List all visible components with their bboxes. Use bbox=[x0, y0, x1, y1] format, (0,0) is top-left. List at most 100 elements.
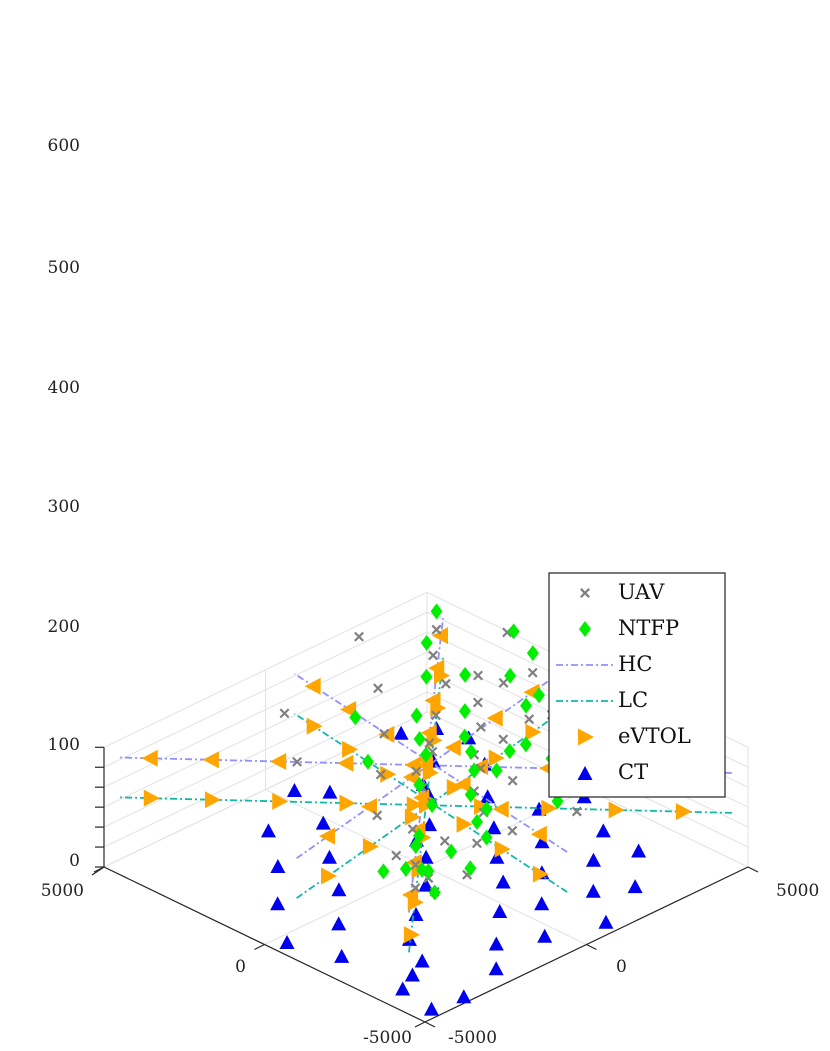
y-tick-label: 5000 bbox=[776, 881, 819, 901]
evtol-point bbox=[204, 791, 221, 809]
legend-label-lc: LC bbox=[618, 688, 648, 712]
evtol-point bbox=[608, 801, 625, 819]
data-series bbox=[120, 603, 732, 1016]
uav-point bbox=[428, 650, 439, 661]
evtol-point bbox=[454, 775, 471, 793]
legend-symbol-evtol bbox=[578, 728, 594, 746]
ct-point bbox=[279, 934, 295, 949]
marker-stroke bbox=[471, 838, 482, 849]
uav-point bbox=[424, 738, 435, 749]
ct-point bbox=[331, 882, 347, 897]
marker-stroke bbox=[372, 810, 383, 821]
ntfp-point bbox=[413, 827, 426, 844]
ntfp-point bbox=[420, 668, 433, 685]
y-tick-label: 0 bbox=[616, 957, 627, 977]
evtol-point bbox=[342, 740, 359, 758]
y-tick-mark bbox=[586, 943, 597, 951]
uav-point bbox=[439, 835, 450, 846]
evtol-point bbox=[474, 798, 491, 816]
ct-point bbox=[414, 953, 430, 968]
ct-point bbox=[598, 914, 614, 929]
legend-label-uav: UAV bbox=[618, 580, 665, 604]
ntfp-point bbox=[377, 863, 390, 880]
marker-stroke bbox=[407, 824, 418, 835]
marker-stroke bbox=[571, 806, 582, 817]
marker-stroke bbox=[439, 835, 450, 846]
uav-point bbox=[279, 708, 290, 719]
ntfp-point bbox=[464, 860, 477, 877]
ntfp-point bbox=[399, 860, 412, 877]
ct-point bbox=[585, 852, 601, 867]
ct-point bbox=[488, 961, 504, 976]
grid-line bbox=[103, 711, 428, 868]
ntfp-point bbox=[410, 707, 423, 724]
z-tick-label: 400 bbox=[48, 378, 80, 398]
legend-item-hc: HC bbox=[556, 652, 652, 676]
grid-line bbox=[103, 591, 428, 748]
evtol-point bbox=[488, 749, 505, 767]
marker-stroke bbox=[292, 756, 303, 767]
grid-line bbox=[103, 671, 428, 828]
ntfp-point bbox=[430, 603, 443, 620]
legend-label-evtol: eVTOL bbox=[618, 724, 691, 748]
ntfp-point bbox=[459, 666, 472, 683]
evtol-point bbox=[404, 756, 421, 774]
ct-point bbox=[331, 916, 347, 931]
evtol-point bbox=[270, 753, 287, 771]
uav-point bbox=[411, 766, 422, 777]
legend-item-lc: LC bbox=[556, 688, 648, 712]
marker-stroke bbox=[373, 683, 383, 694]
legend-symbol-uav bbox=[580, 588, 590, 598]
legend-symbol-ntfp bbox=[579, 621, 591, 637]
ct-point bbox=[492, 903, 508, 918]
evtol-point bbox=[406, 796, 423, 814]
uav-point bbox=[571, 806, 582, 817]
uav-point bbox=[475, 721, 486, 732]
marker-stroke bbox=[524, 714, 535, 725]
x-tick-mark bbox=[254, 943, 265, 951]
marker-stroke bbox=[498, 734, 509, 745]
marker-stroke bbox=[498, 677, 509, 688]
ntfp-point bbox=[349, 709, 362, 726]
grid-line bbox=[103, 631, 428, 788]
ntfp-point bbox=[420, 634, 433, 651]
marker-stroke bbox=[424, 738, 435, 749]
ct-point bbox=[631, 843, 647, 858]
ct-point bbox=[260, 823, 276, 838]
ct-point bbox=[424, 1001, 440, 1016]
evtol-point bbox=[272, 792, 289, 810]
evtol-point bbox=[530, 825, 547, 843]
evtol-point bbox=[492, 800, 509, 818]
marker-stroke bbox=[472, 697, 483, 708]
marker-stroke bbox=[580, 588, 590, 598]
marker-stroke bbox=[410, 859, 421, 870]
marker-stroke bbox=[411, 766, 422, 777]
ntfp-point bbox=[413, 776, 426, 793]
legend-symbol-ct bbox=[577, 766, 593, 780]
ntfp-point bbox=[361, 753, 374, 770]
z-tick-label: 600 bbox=[48, 136, 80, 156]
ct-point bbox=[534, 834, 550, 849]
ntfp-point bbox=[471, 813, 483, 830]
uav-point bbox=[391, 850, 402, 861]
marker-stroke bbox=[431, 624, 442, 635]
grid-line bbox=[103, 611, 428, 768]
ct-point bbox=[534, 896, 550, 911]
legend-marker-ntfp bbox=[579, 621, 591, 637]
marker-stroke bbox=[475, 721, 486, 732]
ntfp-point bbox=[468, 762, 481, 779]
evtol-point bbox=[404, 808, 421, 826]
evtol-point bbox=[339, 794, 356, 812]
ct-point bbox=[595, 823, 611, 838]
evtol-point bbox=[143, 789, 160, 807]
evtol-point bbox=[407, 893, 424, 911]
ct-point bbox=[489, 849, 505, 864]
evtol-point bbox=[675, 803, 692, 821]
marker-stroke bbox=[527, 667, 538, 678]
legend: UAV NTFP HC LC eVTOL CT bbox=[548, 572, 726, 798]
marker-stroke bbox=[354, 631, 364, 642]
x-tick-label: -5000 bbox=[363, 1028, 412, 1048]
legend-item-evtol: eVTOL bbox=[578, 724, 691, 748]
ct-point bbox=[270, 896, 286, 911]
uav-point bbox=[440, 678, 451, 689]
